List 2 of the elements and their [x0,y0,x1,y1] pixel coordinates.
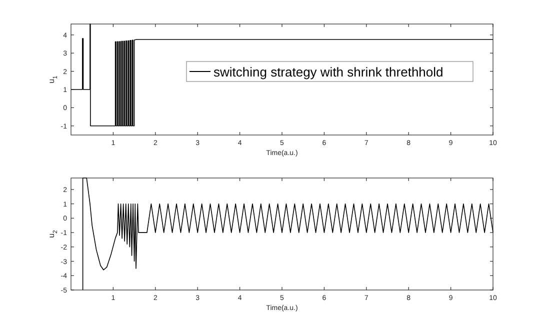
legend-label: switching strategy with shrink threthhold [213,64,444,80]
line-series [82,178,494,290]
